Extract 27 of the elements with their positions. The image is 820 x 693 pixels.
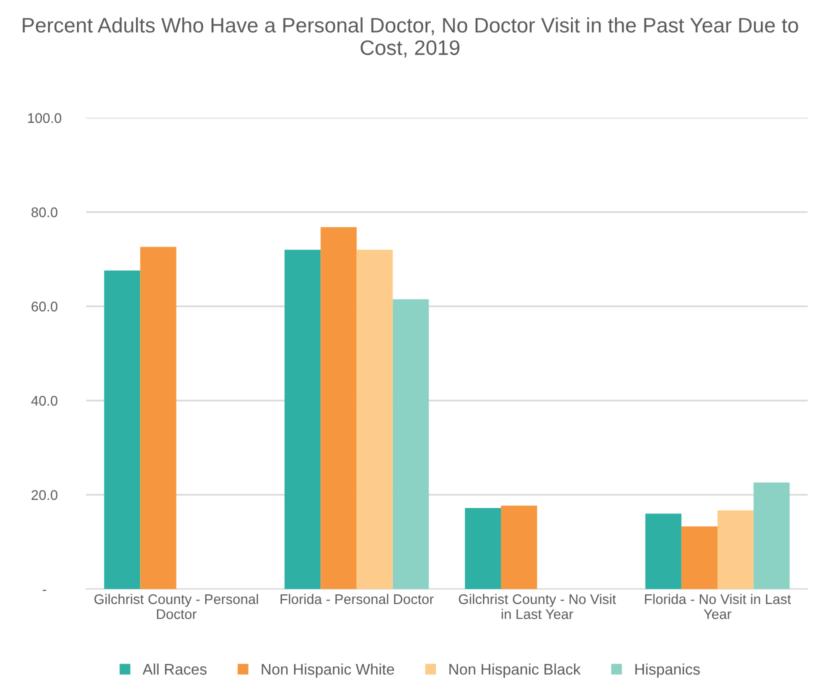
legend-label: All Races [142, 663, 207, 675]
legend-label: Non Hispanic White [262, 663, 394, 678]
bar [718, 510, 754, 590]
y-tick-label: 100.0 [28, 113, 62, 123]
bar [464, 508, 502, 590]
legend-label: Hispanics [635, 663, 700, 678]
bar [140, 246, 176, 590]
bar [104, 270, 140, 590]
x-tick-label: Gilchrist County - Personal Doctor [94, 594, 258, 620]
legend-label: Non Hispanic Black [449, 663, 581, 678]
bar [320, 227, 357, 590]
bar [681, 526, 718, 590]
x-tick-label: Florida - No Visit in Last Year [645, 594, 791, 620]
bar [356, 250, 393, 590]
y-tick-label: 40.0 [31, 396, 58, 406]
y-tick-label: 20.0 [32, 490, 58, 500]
x-tick-label: Gilchrist County - No Visit in Last Year [458, 594, 616, 620]
bar [501, 506, 538, 590]
y-tick-label: 80.0 [32, 207, 58, 218]
chart-title: Percent Adults Who Have a Personal Doctor, No Doctor Visit in the Past Year Due to Cost, 2019 [22, 17, 798, 58]
bar [645, 514, 682, 590]
y-tick-label: 60.0 [32, 302, 58, 312]
bar [284, 250, 321, 590]
y-tick-label: - [42, 590, 46, 591]
bar [754, 482, 790, 590]
bar [392, 299, 429, 590]
x-tick-label: Florida - Personal Doctor [280, 594, 434, 604]
